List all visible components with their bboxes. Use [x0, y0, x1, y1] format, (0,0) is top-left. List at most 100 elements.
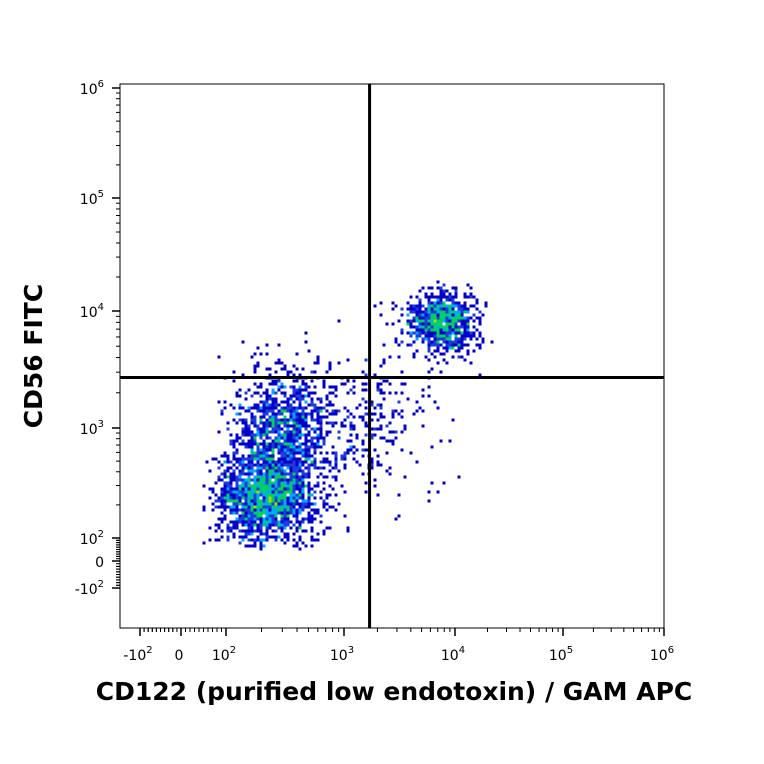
- event-dot: [361, 439, 365, 443]
- event-dot: [253, 382, 257, 386]
- event-dot: [304, 475, 308, 479]
- event-dot: [256, 490, 260, 494]
- event-dot: [250, 529, 254, 533]
- event-dot: [355, 433, 359, 437]
- event-dot: [274, 403, 278, 407]
- event-dot: [307, 454, 311, 458]
- event-dot: [430, 367, 434, 371]
- event-dot: [448, 334, 452, 338]
- event-dot: [454, 322, 458, 326]
- event-dot: [445, 304, 449, 308]
- event-dot: [439, 337, 443, 341]
- event-dot: [253, 493, 257, 497]
- event-dot: [289, 460, 293, 464]
- event-dot: [316, 511, 320, 515]
- event-dot: [346, 439, 350, 443]
- event-dot: [451, 313, 455, 317]
- event-dot: [277, 511, 281, 515]
- event-dot: [268, 421, 272, 425]
- event-dot: [430, 328, 434, 332]
- event-dot: [454, 316, 458, 320]
- event-dot: [232, 463, 236, 467]
- event-dot: [391, 439, 395, 443]
- event-dot: [481, 340, 485, 344]
- event-dot: [256, 424, 260, 428]
- event-dot: [289, 493, 293, 497]
- event-dot: [232, 523, 236, 527]
- event-dot: [271, 472, 275, 476]
- event-dot: [223, 472, 227, 476]
- event-dot: [442, 328, 446, 332]
- event-dot: [436, 286, 440, 290]
- event-dot: [376, 385, 380, 389]
- event-dot: [466, 322, 470, 326]
- event-dot: [424, 331, 428, 335]
- event-dot: [433, 304, 437, 308]
- event-dot: [313, 538, 317, 542]
- event-dot: [394, 409, 398, 413]
- event-dot: [382, 436, 386, 440]
- event-dot: [361, 415, 365, 419]
- event-dot: [379, 403, 383, 407]
- event-dot: [241, 484, 245, 488]
- event-dot: [217, 499, 221, 503]
- event-dot: [286, 439, 290, 443]
- event-dot: [346, 379, 350, 383]
- event-dot: [346, 409, 350, 413]
- event-dot: [241, 427, 245, 431]
- event-dot: [277, 490, 281, 494]
- event-dot: [346, 391, 350, 395]
- event-dot: [256, 493, 260, 497]
- event-dot: [442, 310, 446, 314]
- event-dot: [241, 433, 245, 437]
- event-dot: [238, 541, 242, 545]
- event-dot: [427, 385, 431, 389]
- event-dot: [340, 457, 344, 461]
- event-dot: [430, 343, 434, 347]
- event-dot: [226, 535, 230, 539]
- event-dot: [253, 520, 257, 524]
- event-dot: [283, 400, 287, 404]
- event-dot: [388, 382, 392, 386]
- event-dot: [229, 490, 233, 494]
- event-dot: [253, 451, 257, 455]
- event-dot: [337, 361, 341, 365]
- event-dot: [244, 499, 248, 503]
- event-dot: [253, 439, 257, 443]
- event-dot: [280, 514, 284, 518]
- event-dot: [301, 463, 305, 467]
- event-dot: [268, 523, 272, 527]
- event-dot: [220, 505, 224, 509]
- event-dot: [436, 319, 440, 323]
- event-dot: [295, 451, 299, 455]
- event-dot: [250, 544, 254, 548]
- event-dot: [304, 412, 308, 416]
- event-dot: [289, 478, 293, 482]
- event-dot: [466, 331, 470, 335]
- event-dot: [433, 307, 437, 311]
- event-dot: [316, 397, 320, 401]
- event-dot: [250, 445, 254, 449]
- event-dot: [400, 370, 404, 374]
- event-dot: [256, 499, 260, 503]
- event-dot: [469, 361, 473, 365]
- event-dot: [208, 526, 212, 530]
- event-dot: [376, 388, 380, 392]
- event-dot: [211, 487, 215, 491]
- event-dot: [454, 337, 458, 341]
- event-dot: [265, 463, 269, 467]
- event-dot: [271, 490, 275, 494]
- event-dot: [250, 442, 254, 446]
- event-dot: [421, 388, 425, 392]
- x-axis-ticks: [139, 628, 665, 636]
- event-dot: [250, 355, 254, 359]
- event-dot: [310, 514, 314, 518]
- event-dot: [259, 463, 263, 467]
- event-dot: [349, 445, 353, 449]
- event-dot: [262, 403, 266, 407]
- event-dot: [454, 289, 458, 293]
- event-dot: [220, 463, 224, 467]
- event-dot: [289, 418, 293, 422]
- event-dot: [259, 499, 263, 503]
- event-dot: [220, 535, 224, 539]
